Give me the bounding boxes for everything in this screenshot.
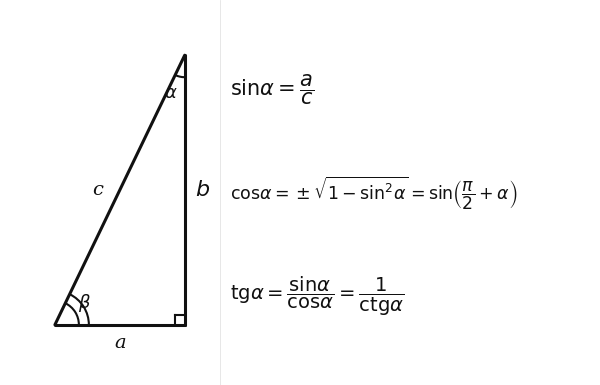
Text: $\beta$: $\beta$ [79, 292, 91, 314]
Text: $\mathsf{cos}\alpha = \pm\sqrt{1-\mathsf{sin}^{2}\alpha} = \mathsf{sin}\left(\df: $\mathsf{cos}\alpha = \pm\sqrt{1-\mathsf… [230, 174, 517, 212]
Text: c: c [92, 181, 103, 199]
Text: $\mathit{b}$: $\mathit{b}$ [195, 180, 210, 200]
Text: $\mathsf{tg}\alpha = \dfrac{\mathsf{sin}\alpha}{\mathsf{cos}\alpha} = \dfrac{1}{: $\mathsf{tg}\alpha = \dfrac{\mathsf{sin}… [230, 275, 404, 318]
Text: $\mathsf{sin}\alpha = \dfrac{a}{c}$: $\mathsf{sin}\alpha = \dfrac{a}{c}$ [230, 73, 314, 107]
Text: $\alpha$: $\alpha$ [164, 84, 178, 102]
Text: a: a [114, 334, 125, 352]
